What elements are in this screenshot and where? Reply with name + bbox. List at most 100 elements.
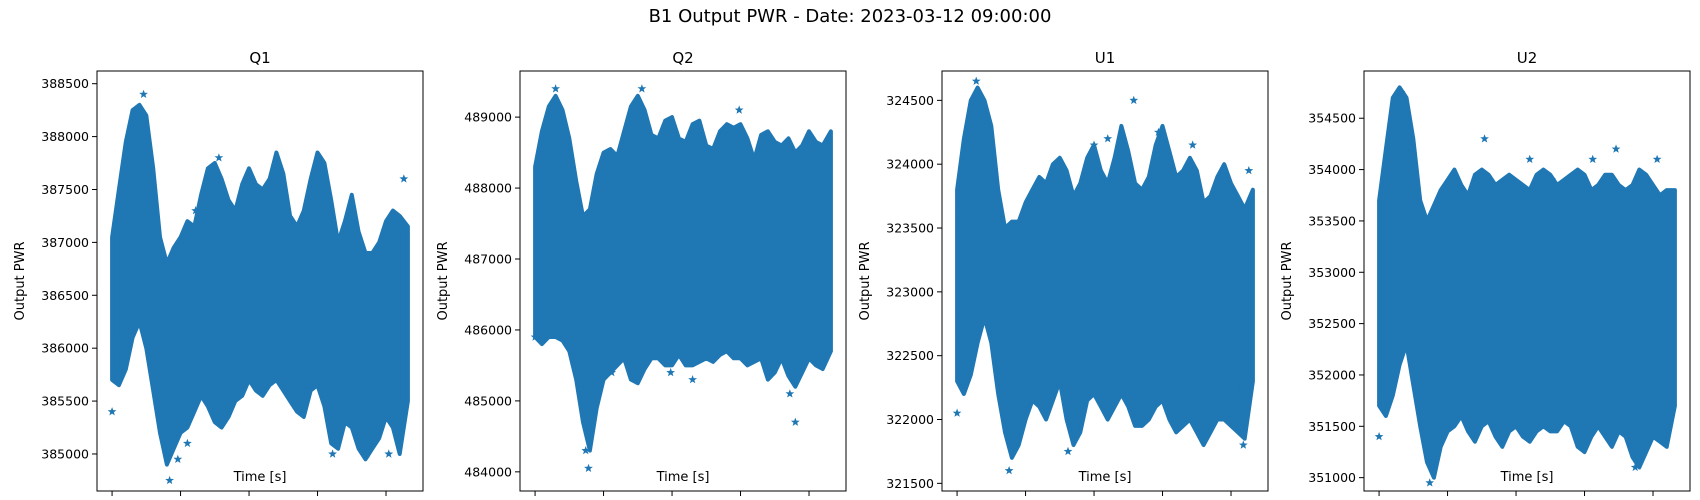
y-tick-label: 353000 xyxy=(1308,265,1356,280)
y-axis-label: Output PWR xyxy=(858,241,873,320)
data-point xyxy=(1547,175,1556,184)
data-point xyxy=(1237,383,1247,392)
data-point xyxy=(183,438,192,448)
data-point xyxy=(1665,411,1674,420)
x-tick-label: 5000 xyxy=(1010,498,1042,500)
data-band xyxy=(955,85,1255,460)
x-tick-label: 20000 xyxy=(789,498,829,500)
y-tick-label: 351000 xyxy=(1308,470,1356,485)
data-point xyxy=(1652,154,1662,163)
x-tick-label: 15000 xyxy=(1565,498,1605,500)
data-point xyxy=(734,105,744,114)
y-tick-label: 352000 xyxy=(1308,367,1356,382)
subplot-title: U2 xyxy=(1517,49,1538,67)
data-band xyxy=(1377,85,1677,480)
y-tick-label: 386500 xyxy=(41,288,89,303)
data-point xyxy=(1154,127,1163,136)
y-tick-label: 354500 xyxy=(1308,111,1356,126)
data-point xyxy=(107,407,117,416)
y-tick-label: 323500 xyxy=(886,221,934,236)
y-tick-label: 323000 xyxy=(886,284,934,299)
y-tick-label: 485000 xyxy=(464,393,512,408)
data-point xyxy=(637,84,647,93)
y-tick-label: 321500 xyxy=(886,476,934,491)
subplot-title: Q2 xyxy=(672,49,693,67)
data-point xyxy=(952,408,962,417)
axes-frame xyxy=(1363,70,1691,492)
data-point xyxy=(165,475,174,485)
subplot-title: U1 xyxy=(1095,49,1116,67)
data-band xyxy=(110,102,410,467)
data-point xyxy=(1089,140,1099,149)
x-axis-label: Time [s] xyxy=(656,470,710,485)
y-tick-label: 385000 xyxy=(41,446,89,461)
data-point xyxy=(191,206,200,215)
x-axis-label: Time [s] xyxy=(1078,470,1132,485)
data-point xyxy=(328,449,337,458)
data-point xyxy=(1063,446,1073,456)
data-point xyxy=(584,463,593,472)
axes-frame xyxy=(941,70,1269,492)
x-tick-label: 0 xyxy=(108,498,116,500)
x-tick-label: 0 xyxy=(953,498,961,500)
data-point xyxy=(971,76,981,85)
y-tick-label: 387500 xyxy=(41,182,89,197)
y-tick-label: 488000 xyxy=(464,181,512,196)
y-tick-label: 486000 xyxy=(464,322,512,337)
x-tick-label: 15000 xyxy=(721,498,761,500)
x-tick-label: 20000 xyxy=(1211,498,1251,500)
y-tick-label: 322000 xyxy=(886,412,934,427)
data-point xyxy=(362,449,372,458)
axes-frame xyxy=(519,70,847,492)
data-point xyxy=(139,89,148,98)
axes-frame xyxy=(96,70,424,492)
y-tick-label: 387000 xyxy=(41,235,89,250)
x-axis-label: Time [s] xyxy=(233,470,287,485)
data-point xyxy=(688,375,697,384)
data-point xyxy=(530,332,540,341)
y-tick-label: 324000 xyxy=(886,157,934,172)
data-point xyxy=(173,454,183,463)
x-tick-label: 10000 xyxy=(652,498,692,500)
data-point xyxy=(1630,462,1640,472)
data-point xyxy=(607,367,617,377)
subplot-title: Q1 xyxy=(249,49,270,67)
y-tick-label: 386000 xyxy=(41,341,89,356)
y-tick-label: 487000 xyxy=(464,252,512,267)
x-tick-label: 10000 xyxy=(1496,498,1536,500)
y-tick-label: 324500 xyxy=(886,93,934,108)
data-point xyxy=(1396,88,1406,97)
y-tick-label: 385500 xyxy=(41,394,89,409)
data-band xyxy=(533,93,833,453)
data-point xyxy=(581,446,591,455)
y-tick-label: 484000 xyxy=(464,464,512,479)
data-point xyxy=(1588,154,1598,163)
data-point xyxy=(399,174,409,183)
data-point xyxy=(1188,140,1197,149)
data-point xyxy=(551,84,560,93)
data-point xyxy=(1374,432,1384,441)
x-tick-label: 10000 xyxy=(229,498,269,500)
x-tick-label: 15000 xyxy=(298,498,338,500)
data-point xyxy=(790,417,800,426)
y-tick-label: 388000 xyxy=(41,129,89,144)
x-tick-label: 5000 xyxy=(165,498,197,500)
y-tick-label: 352500 xyxy=(1308,316,1356,331)
x-tick-label: 15000 xyxy=(1143,498,1183,500)
x-tick-label: 20000 xyxy=(366,498,406,500)
data-point xyxy=(1004,466,1014,475)
x-tick-label: 10000 xyxy=(1074,498,1114,500)
y-tick-label: 388500 xyxy=(41,76,89,91)
data-point xyxy=(666,367,675,377)
data-point xyxy=(1480,134,1489,143)
data-point xyxy=(1611,144,1621,153)
figure-title: B1 Output PWR - Date: 2023-03-12 09:00:0… xyxy=(648,6,1052,27)
y-axis-label: Output PWR xyxy=(1280,241,1295,320)
data-point xyxy=(785,389,795,398)
x-tick-label: 0 xyxy=(531,498,539,500)
x-axis-label: Time [s] xyxy=(1500,470,1554,485)
data-point xyxy=(302,385,311,395)
